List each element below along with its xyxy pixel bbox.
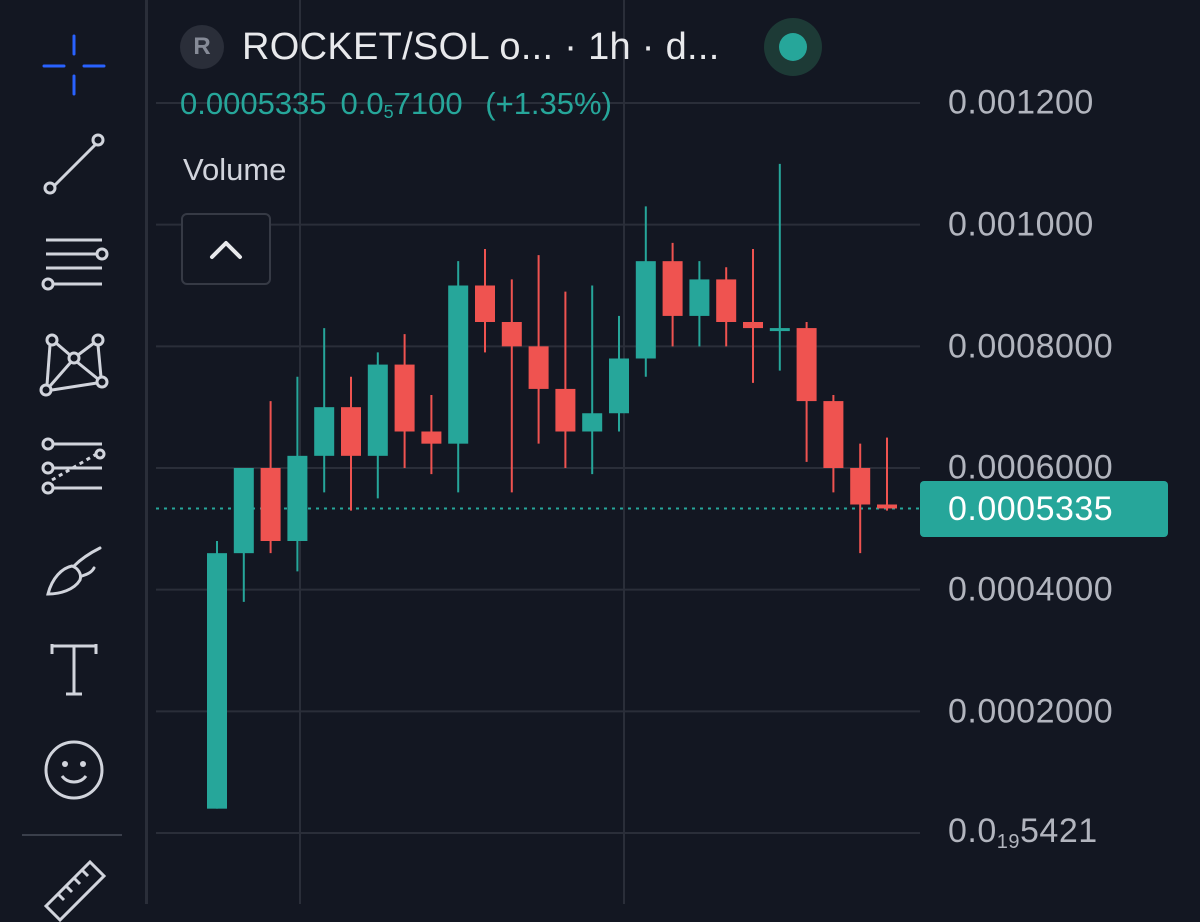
- price-scale-label: 0.0002000: [948, 692, 1114, 731]
- symbol-title[interactable]: ROCKET/SOL o... · 1h · d...: [242, 25, 720, 68]
- text-icon: [50, 644, 98, 696]
- price-change-percent: (+1.35%): [485, 86, 612, 121]
- text-tool-button[interactable]: [28, 632, 120, 704]
- crosshair-icon: [42, 34, 106, 96]
- candle-body: [341, 407, 361, 456]
- emoji-tool-button[interactable]: [28, 734, 120, 806]
- candle-body: [877, 504, 897, 509]
- price-chart[interactable]: [148, 0, 920, 904]
- candle-body: [394, 364, 415, 432]
- candle-body: [823, 401, 844, 468]
- candle-body: [501, 322, 522, 347]
- candle-body: [528, 346, 549, 389]
- horizontal-lines-tool-button[interactable]: [28, 228, 120, 300]
- candle-body: [582, 413, 603, 432]
- fib-retracement-tool-button[interactable]: [28, 430, 120, 502]
- horizontal-lines-icon: [41, 238, 109, 291]
- pattern-icon: [39, 333, 109, 397]
- candle-body: [287, 455, 308, 541]
- pattern-tool-button[interactable]: [28, 328, 120, 400]
- price-scale-label: 0.001000: [948, 205, 1094, 244]
- candle-body: [448, 285, 469, 444]
- candle-body: [635, 261, 656, 359]
- drawing-toolbar: [0, 0, 148, 922]
- price-change: 0.057100: [340, 86, 463, 122]
- price-scale-label-bottom: 0.0195421: [948, 812, 1098, 853]
- chart-legend: R ROCKET/SOL o... · 1h · d... 0.0005335 0…: [180, 18, 920, 123]
- symbol-badge: R: [180, 25, 224, 69]
- candle-body: [689, 279, 710, 316]
- brush-icon: [46, 546, 102, 596]
- candle-body: [475, 285, 495, 322]
- price-scale-label: 0.0006000: [948, 448, 1114, 487]
- price-scale-label: 0.0008000: [948, 327, 1114, 366]
- status-dot-icon: [778, 33, 807, 61]
- price-scale-label: 0.0004000: [948, 570, 1114, 609]
- candle-body: [555, 388, 576, 432]
- candle-body: [769, 328, 790, 332]
- price-row: 0.0005335 0.057100 (+1.35%): [180, 86, 920, 123]
- candle-body: [743, 322, 763, 329]
- ruler-tool-button[interactable]: [28, 850, 120, 922]
- candle-body: [609, 358, 629, 414]
- candle-body: [314, 407, 335, 456]
- crosshair-tool-button[interactable]: [28, 30, 120, 102]
- last-price-tag: 0.0005335: [920, 481, 1168, 537]
- candle-body: [421, 431, 442, 444]
- chevron-up-icon: [210, 241, 242, 259]
- candle-body: [207, 553, 227, 809]
- emoji-icon: [44, 740, 104, 800]
- trend-line-tool-button[interactable]: [28, 126, 120, 198]
- volume-indicator-label[interactable]: Volume: [183, 152, 287, 187]
- toolbar-divider: [22, 834, 122, 836]
- ruler-icon: [43, 859, 107, 922]
- price-scale-label: 0.001200: [948, 83, 1094, 122]
- candle-body: [260, 468, 281, 541]
- candle-body: [850, 468, 871, 505]
- candle-body: [716, 279, 737, 322]
- candle-body: [662, 261, 683, 316]
- candle-body: [367, 364, 388, 456]
- candle-body: [796, 328, 817, 402]
- last-price: 0.0005335: [180, 86, 327, 121]
- market-status-indicator[interactable]: [763, 18, 822, 76]
- brush-tool-button[interactable]: [28, 534, 120, 606]
- candle-body: [233, 468, 254, 554]
- trend-line-icon: [43, 133, 105, 195]
- fib-retracement-icon: [41, 437, 106, 495]
- collapse-indicators-button[interactable]: [181, 213, 271, 285]
